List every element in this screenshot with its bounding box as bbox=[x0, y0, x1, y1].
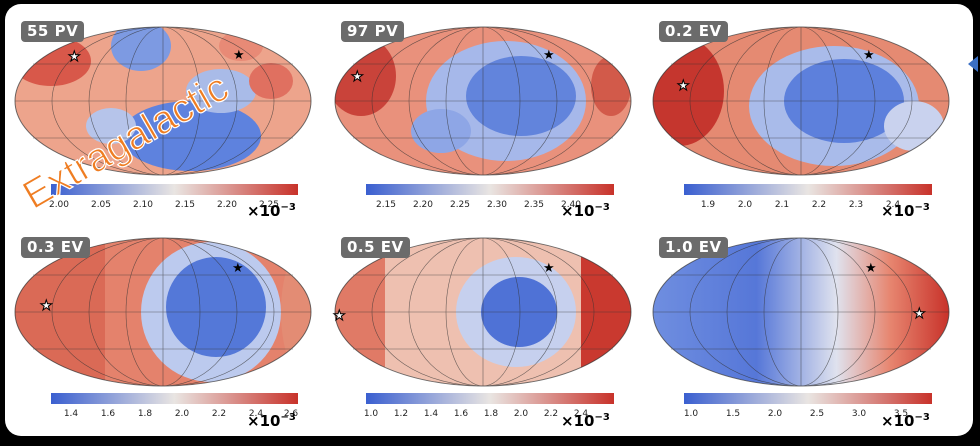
panel-97pv: ★ ★ 2.15 2.20 2.25 2.30 2.35 2.40 97 PV … bbox=[331, 6, 649, 221]
svg-text:1.0: 1.0 bbox=[684, 409, 699, 419]
svg-text:2.0: 2.0 bbox=[768, 409, 783, 419]
multiplier-label: ×10−3 bbox=[561, 412, 610, 430]
skymap-10ev: ★ ★ 1.0 1.5 2.0 2.5 3.0 3.5 bbox=[652, 237, 950, 419]
svg-text:2.00: 2.00 bbox=[49, 200, 69, 210]
svg-text:1.8: 1.8 bbox=[484, 409, 499, 419]
multiplier-label: ×10−3 bbox=[881, 202, 930, 220]
filled-star-marker: ★ bbox=[233, 48, 245, 63]
panel-02ev: ★ ★ 1.9 2.0 2.1 2.2 2.3 2.4 0.2 EV ×10−3 bbox=[649, 6, 967, 221]
open-star-marker: ★ bbox=[351, 69, 364, 85]
svg-text:1.8: 1.8 bbox=[138, 409, 153, 419]
svg-text:2.4: 2.4 bbox=[249, 409, 264, 419]
colorbar-ticks: 2.15 2.20 2.25 2.30 2.35 2.40 bbox=[376, 200, 581, 210]
extragalactic-label: Extragalactic bbox=[16, 65, 236, 218]
svg-text:1.5: 1.5 bbox=[726, 409, 740, 419]
filled-star-marker: ★ bbox=[543, 261, 555, 276]
open-star-marker: ★ bbox=[68, 49, 81, 65]
svg-text:2.3: 2.3 bbox=[849, 200, 863, 210]
colorbar bbox=[51, 184, 298, 195]
skymap-97pv: ★ ★ 2.15 2.20 2.25 2.30 2.35 2.40 bbox=[334, 26, 632, 210]
colorbar bbox=[366, 184, 614, 195]
filled-star-marker: ★ bbox=[232, 261, 244, 276]
svg-text:1.4: 1.4 bbox=[424, 409, 439, 419]
svg-text:2.35: 2.35 bbox=[524, 200, 544, 210]
filled-star-marker: ★ bbox=[543, 48, 555, 63]
svg-text:2.6: 2.6 bbox=[284, 409, 299, 419]
svg-text:2.0: 2.0 bbox=[514, 409, 529, 419]
colorbar-ticks: 1.0 1.5 2.0 2.5 3.0 3.5 bbox=[684, 409, 908, 419]
skymap-03ev: ★ ★ 1.4 1.6 1.8 2.0 2.2 2.4 2.6 bbox=[14, 237, 312, 419]
multiplier-label: ×10−3 bbox=[247, 412, 296, 430]
panel-55pv: ★ ★ 2.00 2.05 2.10 2.15 2.20 2.25 55 PV … bbox=[11, 6, 329, 221]
svg-text:2.10: 2.10 bbox=[133, 200, 153, 210]
svg-text:2.30: 2.30 bbox=[487, 200, 507, 210]
colorbar-ticks: 2.00 2.05 2.10 2.15 2.20 2.25 bbox=[49, 200, 279, 210]
svg-text:2.1: 2.1 bbox=[775, 200, 789, 210]
colorbar bbox=[366, 393, 614, 404]
svg-text:2.4: 2.4 bbox=[886, 200, 901, 210]
svg-text:2.20: 2.20 bbox=[413, 200, 433, 210]
svg-text:2.5: 2.5 bbox=[810, 409, 824, 419]
skymap-02ev: ★ ★ 1.9 2.0 2.1 2.2 2.3 2.4 bbox=[652, 26, 950, 210]
skymap-05ev: ★ ★ 1.0 1.2 1.4 1.6 1.8 2.0 2.2 2.4 bbox=[333, 237, 632, 419]
panel-label: 55 PV bbox=[21, 21, 85, 42]
panel-label: 97 PV bbox=[341, 21, 405, 42]
svg-text:2.15: 2.15 bbox=[376, 200, 396, 210]
svg-text:2.2: 2.2 bbox=[544, 409, 558, 419]
filled-star-marker: ★ bbox=[865, 261, 877, 276]
svg-text:2.25: 2.25 bbox=[450, 200, 470, 210]
extragalactic-overlay: Extragalactic bbox=[15, 65, 237, 219]
multiplier-label: ×10−3 bbox=[247, 202, 296, 220]
svg-text:1.4: 1.4 bbox=[64, 409, 79, 419]
svg-text:2.20: 2.20 bbox=[217, 200, 237, 210]
figure-frame: ★ ★ 2.00 2.05 2.10 2.15 2.20 2.25 55 PV … bbox=[5, 4, 973, 436]
panel-10ev: ★ ★ 1.0 1.5 2.0 2.5 3.0 3.5 1.0 EV ×10−3 bbox=[649, 222, 967, 436]
arrow-icon bbox=[968, 56, 978, 72]
open-star-marker: ★ bbox=[913, 306, 926, 322]
svg-text:1.2: 1.2 bbox=[394, 409, 408, 419]
filled-star-marker: ★ bbox=[863, 48, 875, 63]
svg-text:2.4: 2.4 bbox=[574, 409, 589, 419]
colorbar bbox=[51, 393, 298, 404]
panel-label: 0.2 EV bbox=[659, 21, 728, 42]
svg-text:3.0: 3.0 bbox=[852, 409, 867, 419]
svg-text:2.05: 2.05 bbox=[91, 200, 111, 210]
colorbar-ticks: 1.0 1.2 1.4 1.6 1.8 2.0 2.2 2.4 bbox=[364, 409, 589, 419]
svg-text:1.6: 1.6 bbox=[454, 409, 469, 419]
colorbar bbox=[684, 184, 932, 195]
open-star-marker: ★ bbox=[677, 78, 690, 94]
colorbar bbox=[684, 393, 932, 404]
svg-text:2.2: 2.2 bbox=[212, 409, 226, 419]
svg-text:2.25: 2.25 bbox=[259, 200, 279, 210]
skymap-55pv: ★ ★ 2.00 2.05 2.10 2.15 2.20 2.25 bbox=[14, 26, 312, 210]
svg-text:2.0: 2.0 bbox=[175, 409, 190, 419]
svg-text:2.40: 2.40 bbox=[561, 200, 581, 210]
open-star-marker: ★ bbox=[40, 298, 53, 314]
svg-text:1.6: 1.6 bbox=[101, 409, 116, 419]
svg-text:1.0: 1.0 bbox=[364, 409, 379, 419]
panel-label: 0.3 EV bbox=[21, 237, 90, 258]
panel-05ev: ★ ★ 1.0 1.2 1.4 1.6 1.8 2.0 2.2 2.4 0.5 … bbox=[331, 222, 649, 436]
svg-text:2.15: 2.15 bbox=[175, 200, 195, 210]
colorbar-ticks: 1.4 1.6 1.8 2.0 2.2 2.4 2.6 bbox=[64, 409, 299, 419]
multiplier-label: ×10−3 bbox=[881, 412, 930, 430]
multiplier-label: ×10−3 bbox=[561, 202, 610, 220]
colorbar-ticks: 1.9 2.0 2.1 2.2 2.3 2.4 bbox=[701, 200, 901, 210]
panel-03ev: ★ ★ 1.4 1.6 1.8 2.0 2.2 2.4 2.6 0.3 EV ×… bbox=[11, 222, 329, 436]
svg-text:2.2: 2.2 bbox=[812, 200, 826, 210]
svg-text:3.5: 3.5 bbox=[894, 409, 908, 419]
svg-text:2.0: 2.0 bbox=[738, 200, 753, 210]
open-star-marker: ★ bbox=[333, 308, 346, 324]
svg-text:1.9: 1.9 bbox=[701, 200, 716, 210]
panel-label: 0.5 EV bbox=[341, 237, 410, 258]
panel-label: 1.0 EV bbox=[659, 237, 728, 258]
